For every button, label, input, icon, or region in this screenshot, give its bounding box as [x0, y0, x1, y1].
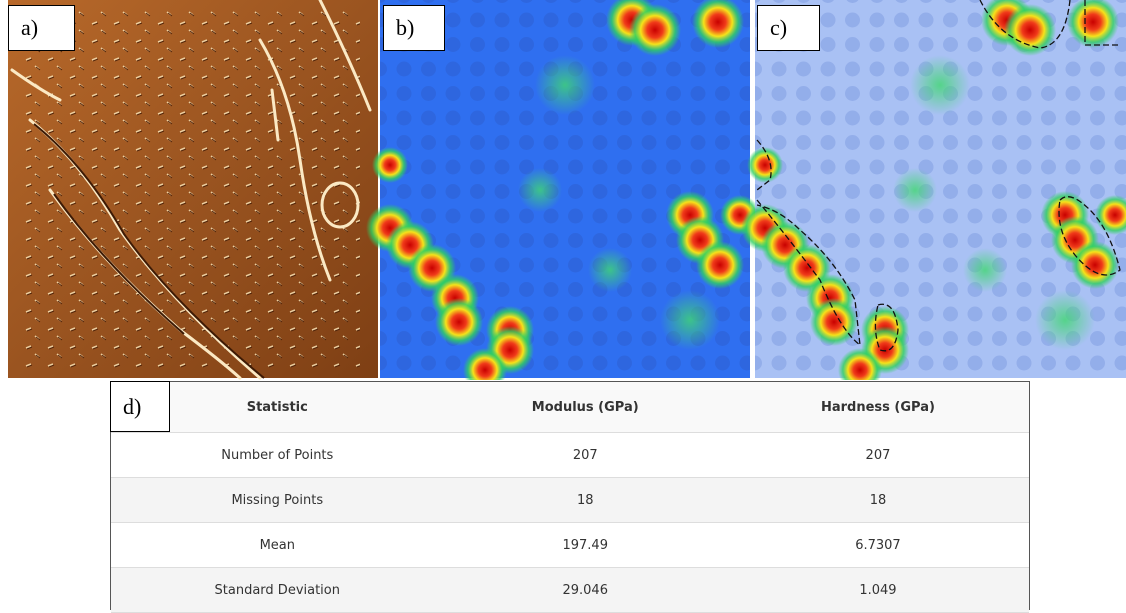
table-cell: Missing Points	[111, 478, 444, 523]
page: {"panels": [{"label": "a)"}, {"label": "…	[0, 0, 1126, 610]
panel-a-image	[8, 0, 378, 378]
table-cell: 18	[727, 478, 1029, 523]
table-cell: Mean	[111, 523, 444, 568]
table-cell: Number of Points	[111, 433, 444, 478]
column-header: Hardness (GPa)	[727, 382, 1029, 433]
table-cell: 207	[444, 433, 727, 478]
panel-label: a)	[8, 5, 75, 51]
table-cell: 207	[727, 433, 1029, 478]
panel-b-heatmap	[366, 0, 760, 380]
figure-panels	[0, 0, 1126, 380]
column-header: Modulus (GPa)	[444, 382, 727, 433]
table-cell: 197.49	[444, 523, 727, 568]
table-cell: 6.7307	[727, 523, 1029, 568]
table-cell: 29.046	[444, 568, 727, 613]
table-cell: 18	[444, 478, 727, 523]
panel-label: c)	[757, 5, 820, 51]
panel-label: b)	[383, 5, 445, 51]
panel-label: d)	[110, 381, 170, 432]
table-cell: 1.049	[727, 568, 1029, 613]
panel-c-heatmap	[741, 0, 1126, 380]
table-cell: Standard Deviation	[111, 568, 444, 613]
